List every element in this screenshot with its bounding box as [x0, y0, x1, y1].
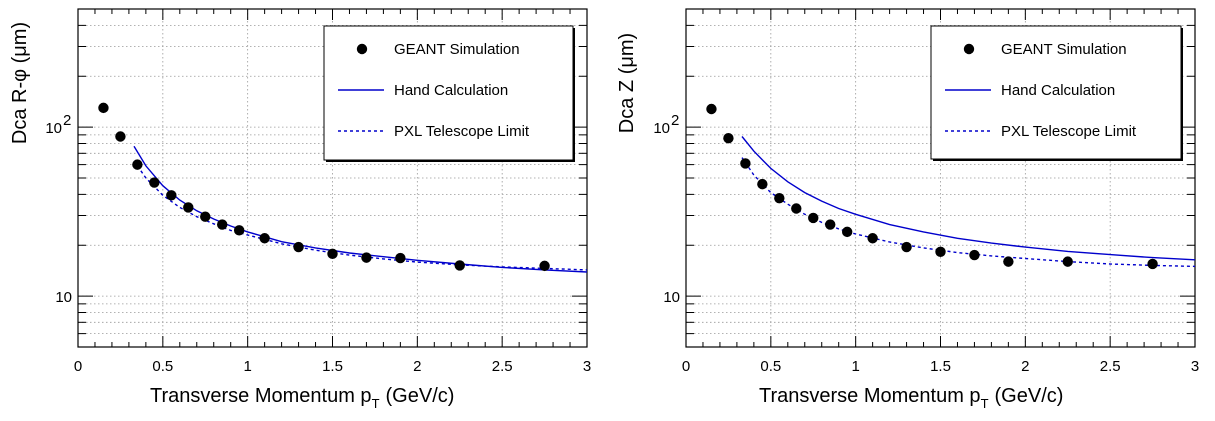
legend-label: Hand Calculation	[394, 82, 508, 99]
y-axis-title: Dca Z (μm)	[616, 33, 638, 133]
data-point	[327, 248, 338, 260]
legend-label: Hand Calculation	[1001, 82, 1115, 99]
pxl-limit-curve	[133, 160, 588, 271]
data-point	[757, 178, 768, 190]
data-point	[774, 192, 785, 204]
x-axis-title-subscript: T	[981, 396, 989, 411]
data-point	[183, 202, 194, 213]
grid	[686, 9, 1195, 347]
data-point	[200, 211, 211, 222]
x-axis-title: Transverse Momentum pT (GeV/c)	[759, 385, 1063, 411]
data-point	[395, 252, 406, 264]
x-axis-title-main: Transverse Momentum p	[759, 385, 981, 407]
data-point	[259, 233, 270, 244]
data-point	[361, 252, 372, 263]
x-tick-label: 0	[74, 358, 82, 375]
x-tick-label: 0	[682, 358, 690, 375]
x-tick-label: 1.5	[930, 358, 951, 375]
data-point	[969, 249, 980, 261]
x-tick-label: 2.5	[1100, 358, 1121, 375]
data-point	[132, 159, 143, 170]
x-tick-label: 0.5	[152, 358, 173, 375]
x-axis-title-unit: (GeV/c)	[995, 385, 1064, 407]
data-point	[539, 260, 550, 272]
data-point	[723, 132, 734, 144]
data-point	[825, 219, 836, 230]
data-point	[1062, 256, 1073, 267]
x-tick-label: 2.5	[492, 358, 513, 375]
data-point	[706, 103, 717, 115]
x-tick-label: 3	[583, 358, 591, 375]
x-tick-label: 1.5	[322, 358, 343, 375]
x-tick-label: 1	[851, 358, 859, 375]
y-tick-label: 10	[653, 120, 670, 137]
data-point	[217, 219, 228, 230]
y-tick-label-exponent: 2	[63, 112, 71, 129]
data-point	[115, 131, 126, 142]
data-point	[149, 177, 160, 188]
pxl-limit-curve	[741, 157, 1196, 268]
y-tick-label: 10	[55, 289, 72, 306]
data-point	[808, 212, 819, 224]
data-point	[841, 226, 853, 238]
y-tick-label: 10	[45, 120, 62, 137]
x-tick-label: 2	[413, 358, 421, 375]
legend-label: GEANT Simulation	[1001, 41, 1127, 58]
data-point	[1003, 256, 1014, 267]
data-point	[98, 102, 109, 114]
legend-marker-geant	[356, 43, 368, 55]
x-axis-title-unit: (GeV/c)	[386, 385, 455, 407]
x-tick-label: 1	[243, 358, 251, 375]
x-axis-title-subscript: T	[372, 396, 380, 411]
data-point	[1147, 258, 1158, 270]
legend-label: PXL Telescope Limit	[1001, 123, 1137, 140]
data-point	[901, 241, 912, 253]
x-tick-label: 3	[1191, 358, 1199, 375]
x-tick-label: 0.5	[760, 358, 781, 375]
legend-label: PXL Telescope Limit	[394, 123, 530, 140]
data-point	[867, 233, 878, 244]
x-axis-title-main: Transverse Momentum p	[150, 385, 372, 407]
data-point	[166, 190, 177, 201]
y-tick-label: 10	[663, 289, 680, 306]
y-tick-label-exponent: 2	[671, 112, 679, 129]
legend-label: GEANT Simulation	[394, 41, 520, 58]
data-point	[233, 225, 245, 236]
data-point	[293, 241, 304, 253]
y-axis-title: Dca R-φ (μm)	[9, 22, 31, 144]
hand-calculation-curve	[741, 136, 1196, 261]
x-tick-label: 2	[1021, 358, 1029, 375]
data-point	[791, 203, 802, 214]
x-axis-title: Transverse Momentum pT (GeV/c)	[150, 385, 454, 411]
data-point	[935, 246, 946, 257]
legend-marker-geant	[963, 43, 975, 55]
data-point	[454, 260, 465, 271]
data-point	[740, 158, 751, 169]
